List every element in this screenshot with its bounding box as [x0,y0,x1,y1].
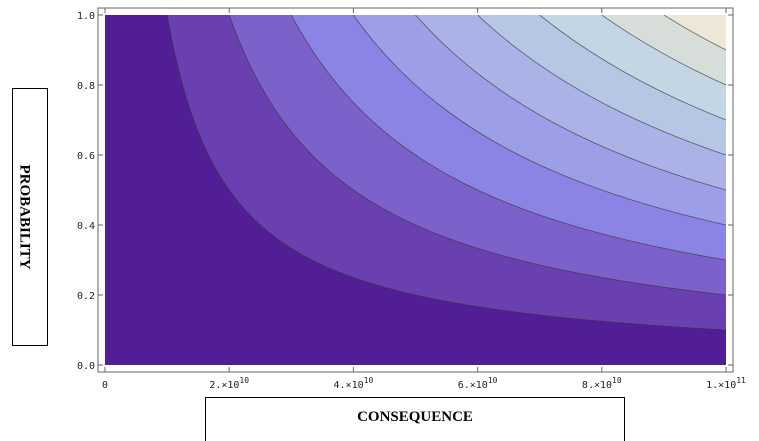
contour-line-1 [228,15,726,296]
contour-line-6 [539,15,726,121]
y-tick-label: 1.0 [77,11,95,22]
plot-frame [97,7,734,373]
contour-line-8 [663,15,726,51]
x-tick-label: 6.×1010 [458,376,498,391]
y-tick-label: 0.4 [77,221,95,232]
contour-line-0 [166,15,726,331]
contour-line-2 [290,15,726,261]
contour-regions [105,15,726,365]
y-tick-label: 0.2 [77,291,95,302]
x-tick-label: 4.×1010 [334,376,374,391]
x-axis-label-box: CONSEQUENCE [205,397,625,441]
y-axis-label: PROBABILITY [16,164,33,270]
x-tick-label: 2.×1010 [209,376,249,391]
x-tick-label: 0 [102,380,108,391]
x-axis-label: CONSEQUENCE [357,409,473,425]
y-tick-label: 0.0 [77,361,95,372]
y-axis-label-box [12,88,48,346]
contour-lines [166,15,726,331]
contour-band-0 [105,15,726,365]
x-tick-label: 1.×1011 [706,376,746,391]
contour-line-4 [415,15,726,191]
y-axis-ticks: 0.0 0.2 0.4 0.6 0.8 1.0 [77,11,733,372]
contour-line-3 [353,15,726,226]
x-tick-label: 8.×1010 [582,376,622,391]
y-tick-label: 0.8 [77,81,95,92]
contour-line-7 [601,15,726,86]
y-tick-label: 0.6 [77,151,95,162]
contour-line-5 [477,15,726,156]
x-axis-ticks: 0 2.×1010 4.×1010 6.×1010 8.×1010 1.×1011 [102,8,746,391]
